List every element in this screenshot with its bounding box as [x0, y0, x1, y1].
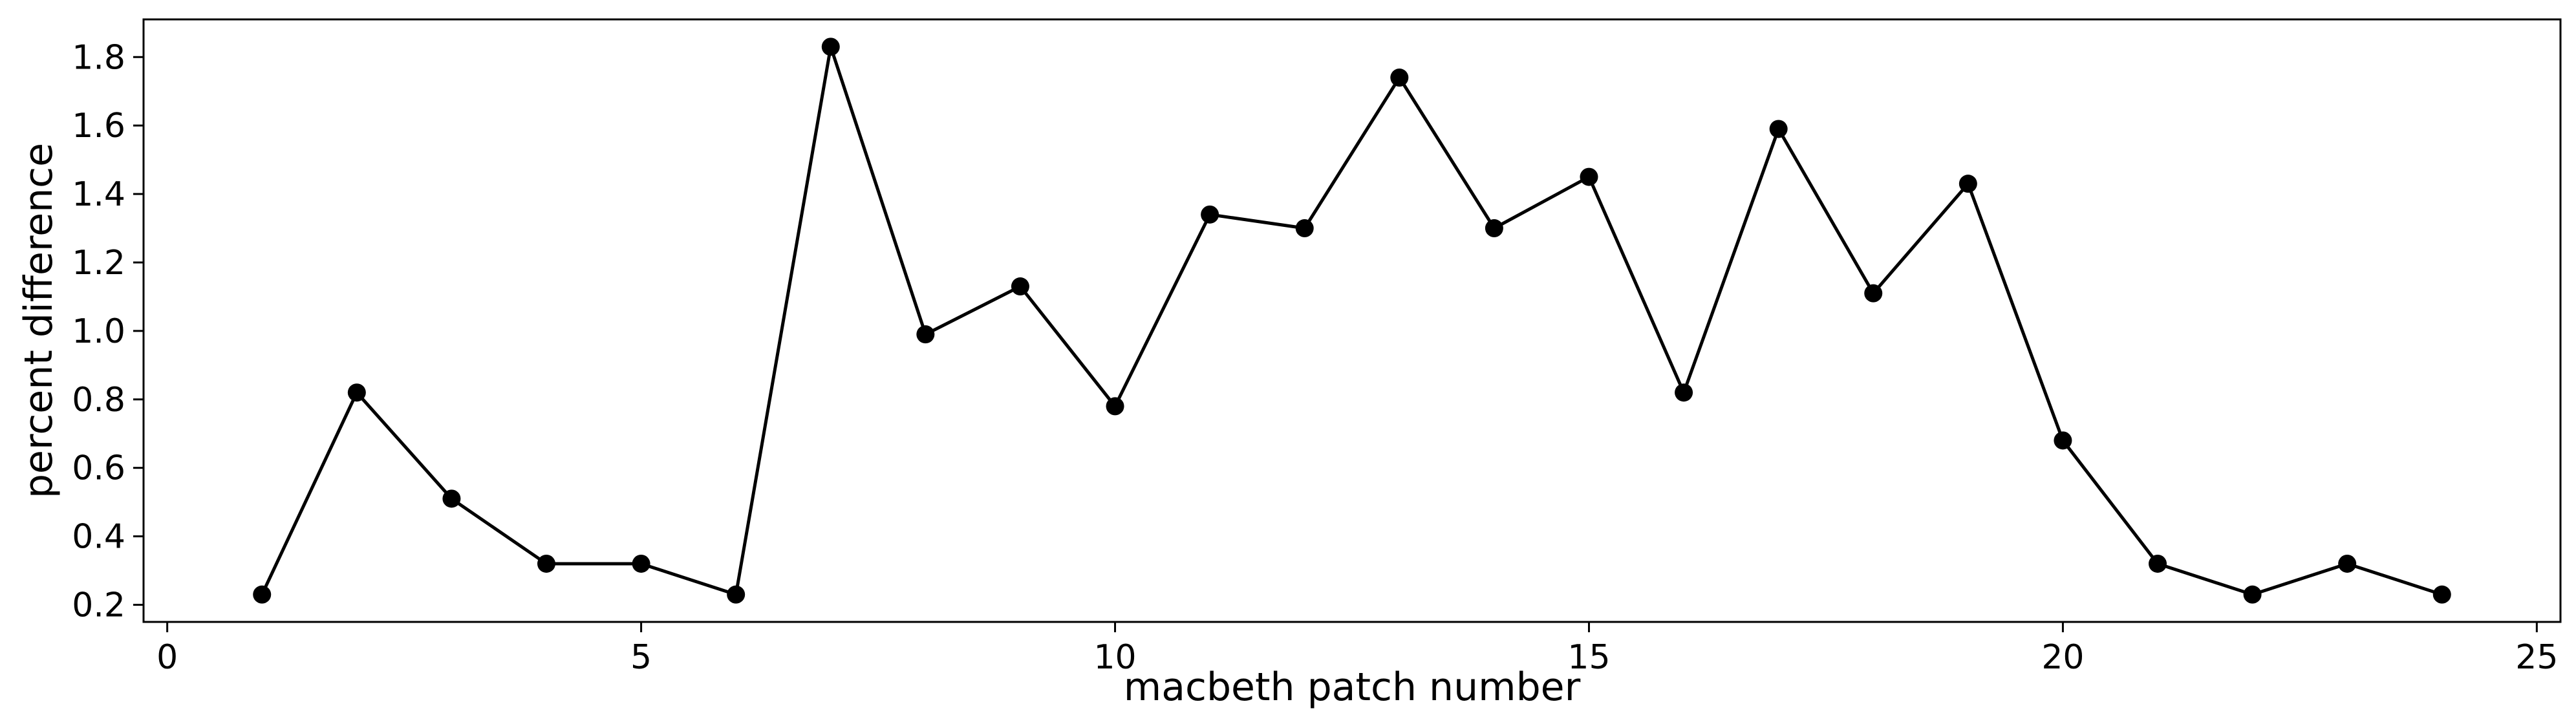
y-tick-label: 1.6: [72, 107, 125, 145]
data-point: [442, 489, 461, 508]
x-tick-label: 10: [1093, 638, 1136, 677]
data-point: [1580, 167, 1598, 186]
x-axis-label: macbeth patch number: [1124, 665, 1581, 710]
y-tick-label: 1.0: [72, 312, 125, 351]
y-tick-label: 0.8: [72, 381, 125, 420]
y-tick-label: 1.8: [72, 38, 125, 77]
data-point: [1769, 120, 1788, 138]
y-tick-label: 0.2: [72, 586, 125, 625]
x-tick-label: 0: [156, 638, 178, 677]
x-axis: 0 5 10 15 20 25: [156, 622, 2558, 677]
data-point: [347, 383, 366, 402]
plot-frame: [142, 18, 2562, 623]
data-point: [253, 585, 272, 604]
x-tick-label: 5: [630, 638, 652, 677]
plot-area: [142, 18, 2562, 623]
x-tick-label: 15: [1567, 638, 1610, 677]
data-point: [1390, 69, 1409, 87]
data-point: [2054, 431, 2072, 450]
data-point: [1106, 397, 1124, 416]
data-point: [2149, 554, 2167, 573]
data-point: [632, 554, 650, 573]
data-point: [916, 325, 935, 344]
data-point: [1675, 383, 1693, 402]
series-line: [260, 45, 2443, 597]
y-tick-label: 1.4: [72, 175, 125, 214]
data-point: [2432, 585, 2451, 604]
data-point: [1011, 277, 1029, 296]
data-point: [537, 554, 555, 573]
y-tick-label: 0.4: [72, 518, 125, 557]
data-point: [821, 37, 840, 56]
data-point: [1959, 175, 1977, 193]
x-tick-label: 25: [2515, 638, 2558, 677]
data-point: [727, 585, 746, 604]
y-axis: 0.2 0.4 0.6 0.8 1.0 1.2 1.4 1.6 1.8: [72, 38, 144, 625]
x-tick-label: 20: [2041, 638, 2084, 677]
y-tick-label: 0.6: [72, 449, 125, 488]
y-axis-label: percent difference: [16, 143, 61, 498]
data-point: [1864, 284, 1883, 303]
data-point: [1295, 219, 1314, 238]
y-tick-label: 1.2: [72, 244, 125, 283]
data-point: [2338, 554, 2357, 573]
data-point: [2243, 585, 2262, 604]
data-point: [1201, 205, 1219, 224]
data-point: [1485, 219, 1503, 238]
